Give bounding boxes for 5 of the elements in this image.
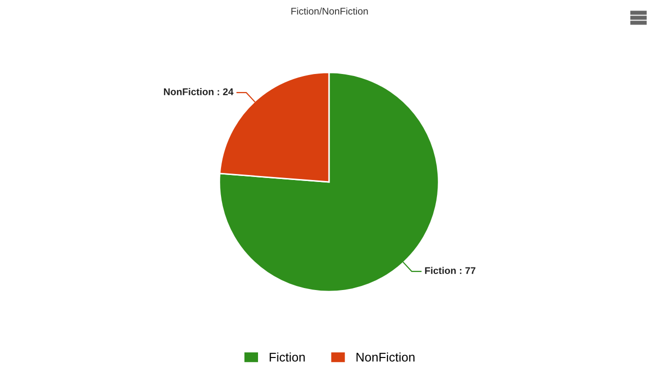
data-label: NonFiction : 24 [164, 88, 234, 96]
chart-title: Fiction/NonFiction [291, 7, 368, 15]
legend-label: Fiction [270, 352, 305, 362]
legend-label: NonFiction [356, 352, 414, 362]
data-label: Fiction : 77 [425, 266, 476, 274]
